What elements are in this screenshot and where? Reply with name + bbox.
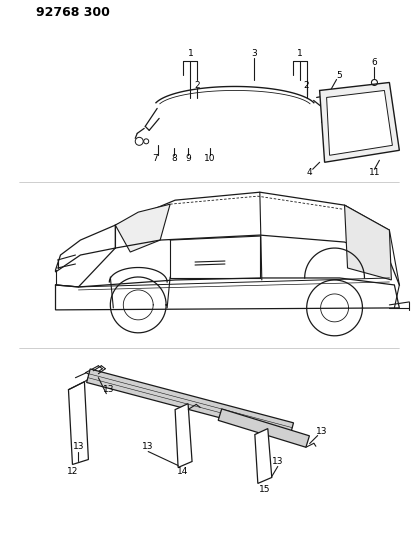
Text: 14: 14 xyxy=(177,467,189,476)
Polygon shape xyxy=(55,278,399,310)
Polygon shape xyxy=(69,382,89,464)
Text: 11: 11 xyxy=(369,168,380,177)
Text: 13: 13 xyxy=(142,442,154,451)
Text: 2: 2 xyxy=(304,81,310,90)
Text: 9: 9 xyxy=(185,154,191,163)
Text: 6: 6 xyxy=(371,58,377,67)
Text: 92768 300: 92768 300 xyxy=(36,6,109,19)
Text: 1: 1 xyxy=(297,49,302,58)
Text: 10: 10 xyxy=(204,154,216,163)
Text: 8: 8 xyxy=(171,154,177,163)
Polygon shape xyxy=(327,91,392,155)
Text: 1: 1 xyxy=(188,49,194,58)
Text: 13: 13 xyxy=(316,427,327,436)
Text: 5: 5 xyxy=(337,71,342,80)
Polygon shape xyxy=(175,403,192,467)
Polygon shape xyxy=(55,225,115,272)
Polygon shape xyxy=(218,409,310,447)
Polygon shape xyxy=(255,429,272,483)
Text: 15: 15 xyxy=(259,485,270,494)
Text: 7: 7 xyxy=(152,154,158,163)
Text: 12: 12 xyxy=(67,467,78,476)
Polygon shape xyxy=(87,369,294,437)
Text: 4: 4 xyxy=(307,168,312,177)
Text: 13: 13 xyxy=(73,442,84,451)
Polygon shape xyxy=(115,204,170,252)
Text: 13: 13 xyxy=(272,457,284,466)
Text: 3: 3 xyxy=(251,49,257,58)
Text: 2: 2 xyxy=(194,81,200,90)
Text: 13: 13 xyxy=(103,385,114,394)
Polygon shape xyxy=(319,83,399,162)
Polygon shape xyxy=(344,205,391,280)
